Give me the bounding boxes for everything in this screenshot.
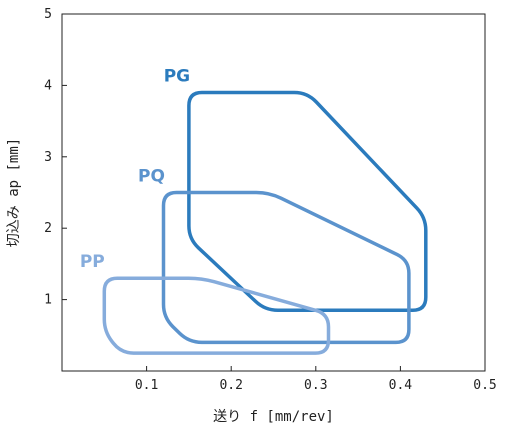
x-axis-title: 送り f [mm/rev] [213, 409, 334, 425]
y-tick-label: 1 [44, 293, 52, 308]
y-tick-label: 5 [44, 7, 52, 22]
x-tick-label: 0.5 [473, 378, 496, 393]
region-pg [187, 90, 428, 313]
tick-layer: 0.1 0.2 0.3 0.4 0.5 1 2 3 4 5 [44, 7, 497, 393]
x-tick-label: 0.4 [389, 378, 413, 393]
series-label-pp: PP [80, 252, 105, 272]
y-axis-title: 切込み ap [mm] [6, 138, 22, 247]
series-label-pg: PG [164, 67, 190, 87]
region-pp [102, 276, 331, 355]
region-layer [102, 90, 428, 355]
y-tick-label: 2 [44, 221, 52, 236]
region-pq [161, 190, 411, 345]
y-tick-label: 4 [44, 78, 52, 93]
series-label-layer: PG PQ PP [80, 67, 190, 273]
plot-frame [61, 13, 486, 372]
series-label-pq: PQ [138, 167, 165, 187]
x-tick-label: 0.3 [304, 378, 327, 393]
y-tick-label: 3 [44, 150, 52, 165]
x-tick-label: 0.2 [219, 378, 242, 393]
x-tick-label: 0.1 [135, 378, 158, 393]
